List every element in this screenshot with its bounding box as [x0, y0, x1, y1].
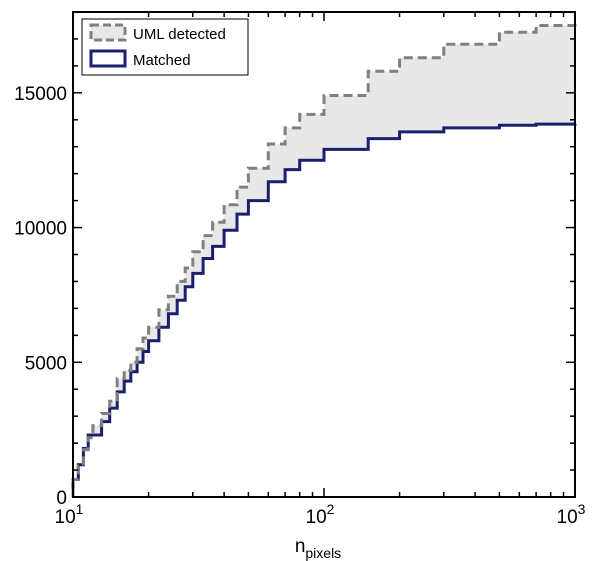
x-tick-label: 101	[55, 501, 84, 528]
series-line-matched	[71, 122, 577, 497]
fill-between-polygon	[73, 20, 575, 480]
legend-swatch-matched	[89, 49, 127, 68]
x-axis-label-base: n	[295, 536, 306, 557]
y-tick-label: 10000	[14, 219, 67, 240]
x-tick-label-base: 10	[55, 507, 76, 528]
x-tick-label: 102	[306, 501, 335, 528]
x-tick-label-exponent: 3	[578, 501, 586, 517]
legend-label-matched: Matched	[133, 52, 191, 69]
x-axis-label: npixels	[295, 536, 341, 561]
plot-frame	[72, 11, 576, 498]
legend-swatch-uml-detected	[89, 23, 127, 42]
x-tick-label-base: 10	[557, 507, 578, 528]
fill-between-area	[73, 20, 575, 480]
x-tick-label-base: 10	[306, 507, 327, 528]
x-axis-label-subscript: pixels	[305, 545, 341, 561]
y-tick-label: 5000	[25, 353, 67, 374]
x-tick-label: 103	[557, 501, 586, 528]
x-tick-label-exponent: 1	[76, 501, 84, 517]
y-tick-label: 15000	[14, 84, 67, 105]
legend-label-uml-detected: UML detected	[133, 26, 226, 43]
y-tick-label: 0	[56, 488, 67, 509]
series-line-uml-detected	[71, 20, 577, 497]
legend: UML detected Matched	[81, 18, 249, 76]
x-tick-label-exponent: 2	[327, 501, 335, 517]
series-lines	[71, 20, 577, 497]
